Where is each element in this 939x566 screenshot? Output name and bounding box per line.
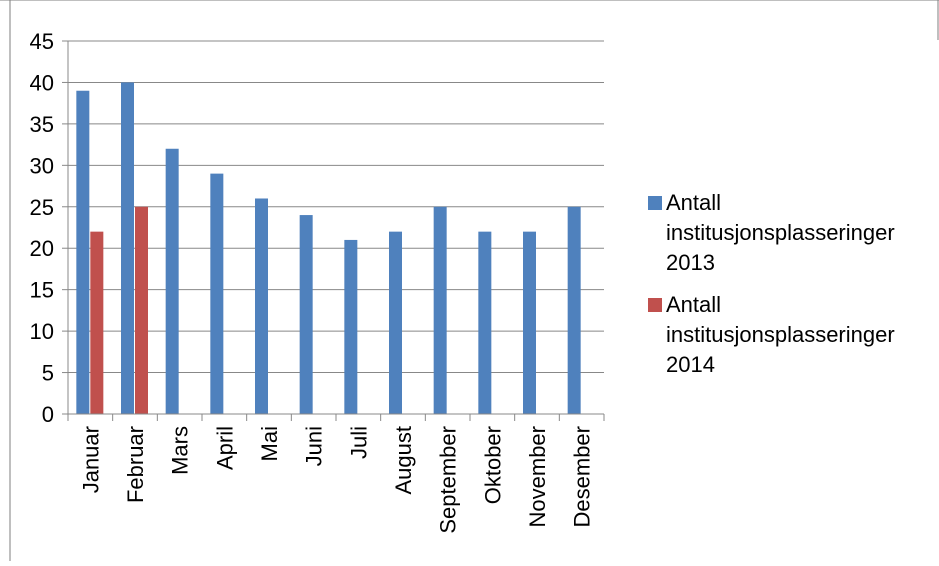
y-tick-label: 15 bbox=[30, 278, 54, 303]
x-tick-label: Mars bbox=[168, 426, 193, 475]
legend-label-2013-line1: Antall bbox=[666, 190, 722, 215]
y-axis-ticks: 0 5 10 15 20 25 30 35 40 45 bbox=[30, 29, 54, 427]
legend-item-2014: Antall institusjonsplasseringer 2014 bbox=[648, 290, 938, 380]
bars bbox=[76, 82, 581, 414]
y-tick-label: 20 bbox=[30, 236, 54, 261]
y-tick-label: 45 bbox=[30, 29, 54, 54]
legend-item-2013: Antall institusjonsplasseringer 2013 bbox=[648, 188, 938, 278]
x-tick-label: Januar bbox=[78, 426, 103, 493]
bar-2013-januar bbox=[76, 90, 90, 414]
legend-swatch-2013 bbox=[648, 196, 662, 210]
x-tick-label: September bbox=[436, 426, 461, 534]
legend-swatch-2014 bbox=[648, 298, 662, 312]
x-tick-label: Desember bbox=[570, 426, 595, 527]
y-tick-label: 25 bbox=[30, 195, 54, 220]
y-tick-label: 30 bbox=[30, 153, 54, 178]
legend-label-2014-line1: Antall bbox=[666, 292, 722, 317]
x-tick-label: November bbox=[525, 426, 550, 527]
bar-2014-februar bbox=[135, 206, 148, 414]
bar-2013-november bbox=[523, 231, 536, 414]
legend-label-2014: Antall institusjonsplasseringer 2014 bbox=[666, 290, 895, 380]
y-tick-label: 35 bbox=[30, 112, 54, 137]
y-tick-label: 5 bbox=[42, 361, 54, 386]
bar-2013-mai bbox=[255, 198, 268, 414]
bar-2013-april bbox=[210, 173, 224, 414]
legend-label-2014-line2: institusjonsplasseringer bbox=[666, 322, 895, 347]
legend-label-2014-line3: 2014 bbox=[666, 352, 715, 377]
x-axis-labels: Januar Februar Mars April Mai Juni Juli August S… bbox=[78, 426, 594, 534]
x-tick-label: Mai bbox=[257, 426, 282, 461]
x-tick-label: April bbox=[212, 426, 237, 470]
bar-2013-februar bbox=[121, 82, 134, 414]
y-tick-label: 40 bbox=[30, 70, 54, 95]
y-tick-label: 0 bbox=[42, 402, 54, 427]
gridlines bbox=[62, 40, 604, 415]
axes bbox=[67, 41, 605, 421]
bar-2013-september bbox=[433, 206, 447, 414]
legend-label-2013-line2: institusjonsplasseringer bbox=[666, 220, 895, 245]
legend: Antall institusjonsplasseringer 2013 Ant… bbox=[648, 188, 938, 392]
x-tick-label: August bbox=[391, 426, 416, 495]
legend-label-2013-line3: 2013 bbox=[666, 250, 715, 275]
bar-2013-juli bbox=[344, 239, 358, 414]
bar-2014-januar bbox=[90, 231, 104, 414]
bar-2013-august bbox=[389, 231, 402, 414]
legend-label-2013: Antall institusjonsplasseringer 2013 bbox=[666, 188, 895, 278]
x-tick-label: Juli bbox=[346, 426, 371, 459]
x-tick-label: Februar bbox=[123, 426, 148, 503]
bar-2013-juni bbox=[299, 215, 313, 414]
y-tick-label: 10 bbox=[30, 319, 54, 344]
x-tick-label: Oktober bbox=[480, 426, 505, 504]
bar-2013-desember bbox=[567, 206, 581, 414]
x-tick-label: Juni bbox=[302, 426, 327, 466]
bar-2013-oktober bbox=[478, 231, 492, 414]
bar-2013-mars bbox=[165, 148, 179, 414]
